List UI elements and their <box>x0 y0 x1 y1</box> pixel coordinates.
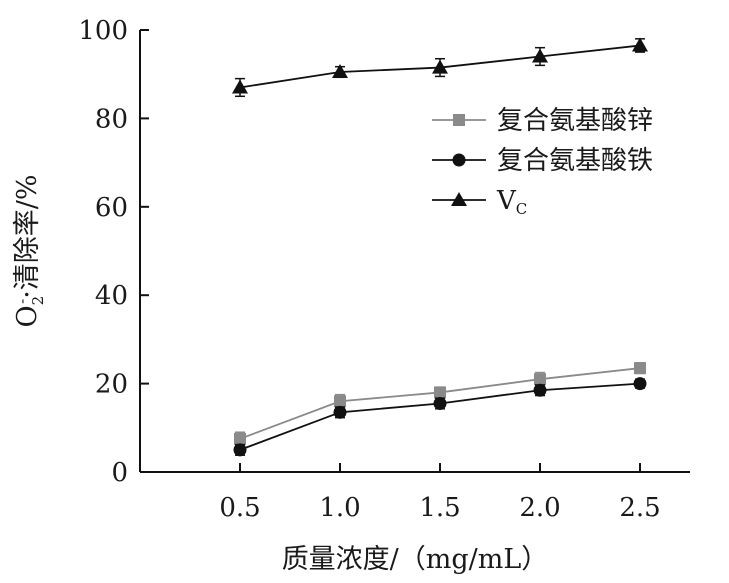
data-point <box>433 396 447 410</box>
y-axis-title: O2-·清除率/% <box>12 174 47 327</box>
axis-labels: 质量浓度/（mg/mL） O2-·清除率/% <box>12 174 548 575</box>
series-layer <box>232 37 648 457</box>
x-tick-label: 1.0 <box>319 493 360 523</box>
y-tick-label: 60 <box>95 193 128 223</box>
y-tick-label: 20 <box>95 370 128 400</box>
data-point <box>532 48 548 63</box>
legend-label: 复合氨基酸铁 <box>497 146 653 176</box>
x-tick-label: 2.5 <box>619 493 660 523</box>
data-point <box>534 373 546 386</box>
y-tick-label: 80 <box>95 104 128 134</box>
y-axis-title-rest: ·清除率/% <box>12 174 43 298</box>
legend-item: 复合氨基酸铁 <box>432 146 653 176</box>
data-point <box>233 443 247 457</box>
legend-item: 复合氨基酸锌 <box>432 106 653 136</box>
data-point <box>633 377 647 391</box>
data-point <box>432 59 448 74</box>
x-axis-title: 质量浓度/（mg/mL） <box>282 544 549 575</box>
x-tick-label: 0.5 <box>219 493 260 523</box>
x-tick-label: 1.5 <box>419 493 460 523</box>
axes: 0 20 40 60 80 100 0.5 1.0 1.5 2.0 2.5 <box>78 16 690 523</box>
y-axis-title-base: O <box>12 305 43 327</box>
data-point <box>332 63 348 78</box>
legend-marker <box>451 192 467 206</box>
data-point <box>333 405 347 419</box>
legend-label-text: 复合氨基酸铁 <box>497 146 653 176</box>
data-point <box>533 383 547 397</box>
y-axis-title-sub: 2 <box>29 296 47 306</box>
legend-label: 复合氨基酸锌 <box>497 106 653 136</box>
legend-label-text: 复合氨基酸锌 <box>497 106 653 136</box>
data-point <box>632 37 648 52</box>
series-triangle <box>232 37 648 98</box>
legend-marker <box>452 153 466 167</box>
y-tick-label: 0 <box>111 458 128 488</box>
data-point <box>232 79 248 94</box>
legend-label-subscript: C <box>516 200 527 218</box>
legend-marker <box>453 114 465 126</box>
data-point <box>634 362 646 375</box>
legend-item: VC <box>432 186 527 218</box>
series-circle <box>233 377 647 457</box>
legend-label-text: V <box>496 186 517 216</box>
data-point <box>434 386 446 399</box>
data-point <box>334 395 346 408</box>
x-tick-label: 2.0 <box>519 493 560 523</box>
y-axis-title-sup: - <box>13 299 31 304</box>
y-axis-title-text: O2-·清除率/% <box>12 174 47 327</box>
y-tick-label: 100 <box>78 16 128 46</box>
series-square <box>234 362 646 447</box>
legend-label: VC <box>496 186 527 218</box>
data-point <box>234 432 246 445</box>
y-tick-label: 40 <box>95 281 128 311</box>
